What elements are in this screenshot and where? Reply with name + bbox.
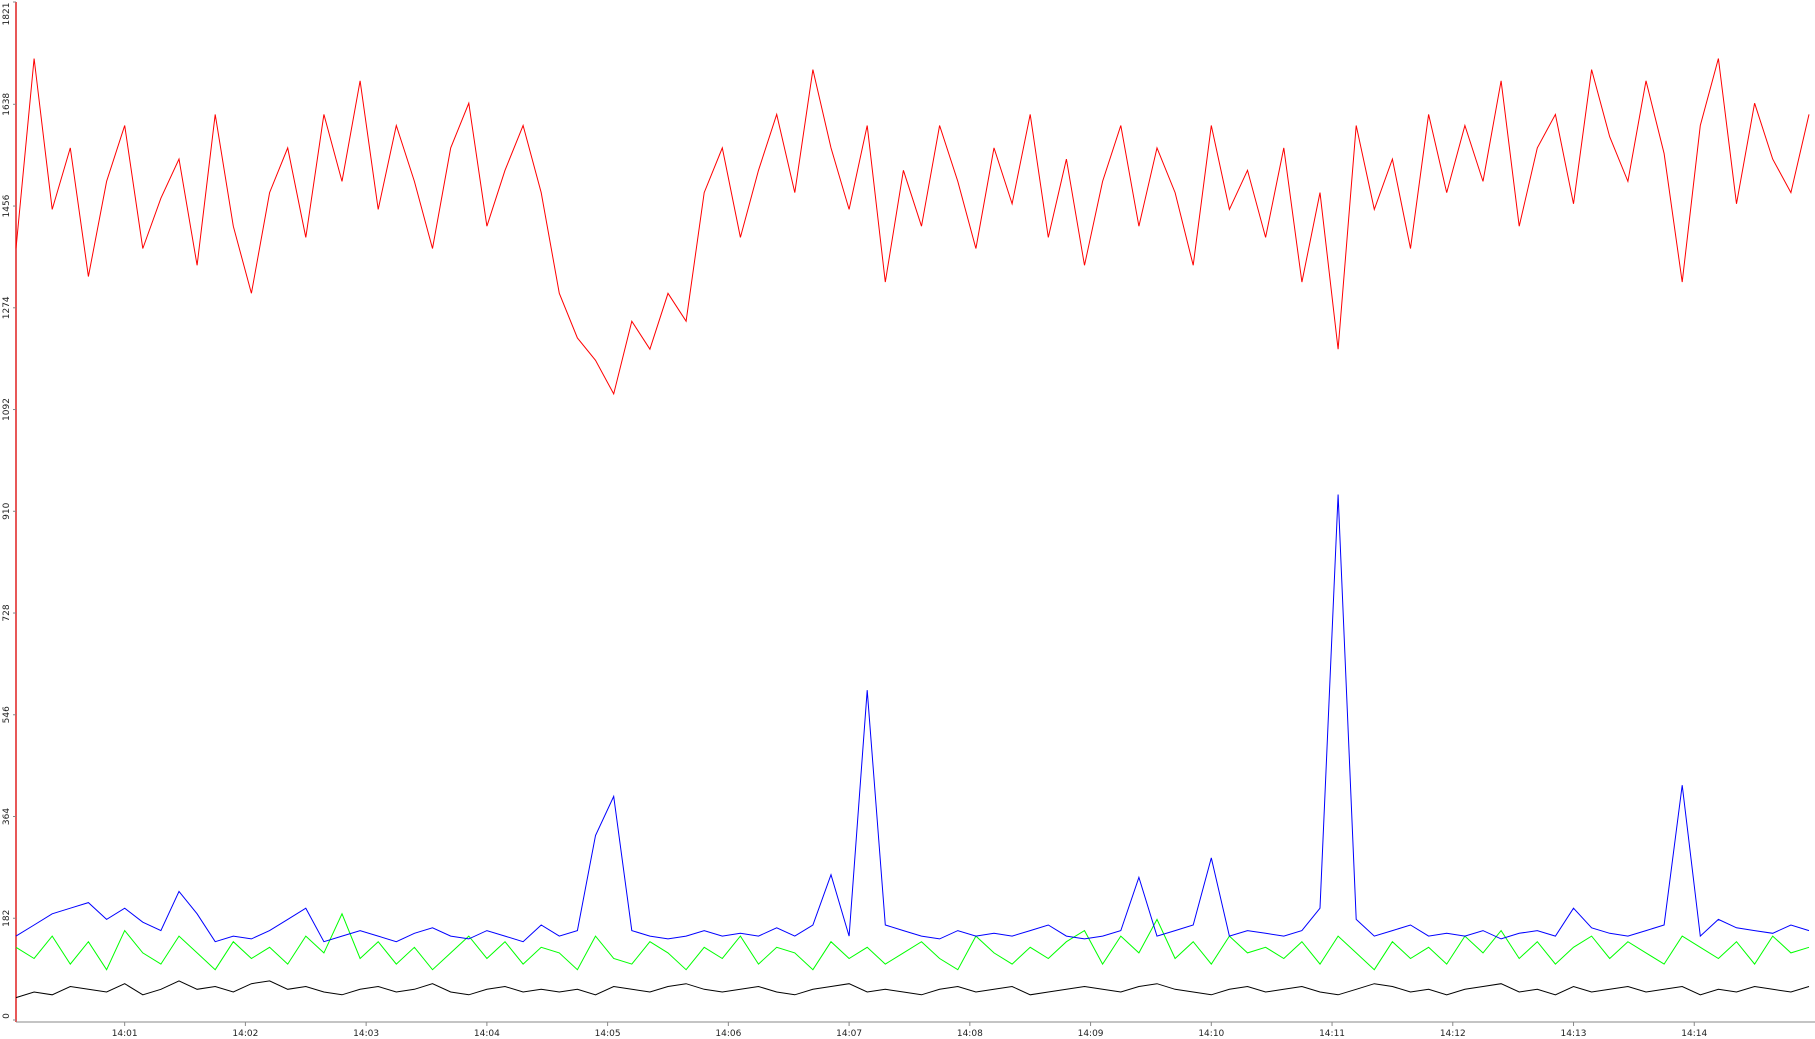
y-tick-label: 728 <box>2 604 12 621</box>
x-tick-label: 14:04 <box>474 1029 500 1039</box>
y-tick-label: 1638 <box>2 93 12 116</box>
x-tick-label: 14:10 <box>1198 1029 1224 1039</box>
y-tick-label: 910 <box>2 502 12 519</box>
x-tick-label: 14:08 <box>957 1029 983 1039</box>
x-tick-label: 14:02 <box>232 1029 258 1039</box>
y-tick-label: 0 <box>2 1013 12 1019</box>
y-tick-label: 1456 <box>2 194 12 217</box>
x-tick-label: 14:11 <box>1319 1029 1345 1039</box>
series-line <box>15 912 1810 971</box>
x-tick-label: 14:12 <box>1440 1029 1466 1039</box>
x-tick-label: 14:03 <box>353 1029 379 1039</box>
series-line <box>15 494 1810 943</box>
y-tick-label: 364 <box>2 808 12 825</box>
y-tick-label: 1274 <box>2 296 12 319</box>
x-tick-label: 14:07 <box>836 1029 862 1039</box>
x-tick-label: 14:05 <box>595 1029 621 1039</box>
x-tick-label: 14:06 <box>715 1029 741 1039</box>
x-tick-label: 14:13 <box>1561 1029 1587 1039</box>
x-tick-label: 14:14 <box>1681 1029 1707 1039</box>
series-line <box>15 58 1810 396</box>
y-tick-label: 1821 <box>2 3 12 26</box>
y-tick-label: 1092 <box>2 398 12 421</box>
x-tick-label: 14:01 <box>112 1029 138 1039</box>
y-tick-label: 546 <box>2 706 12 723</box>
x-tick-label: 14:09 <box>1078 1029 1104 1039</box>
series-line <box>15 980 1810 999</box>
y-tick-label: 182 <box>2 910 12 927</box>
